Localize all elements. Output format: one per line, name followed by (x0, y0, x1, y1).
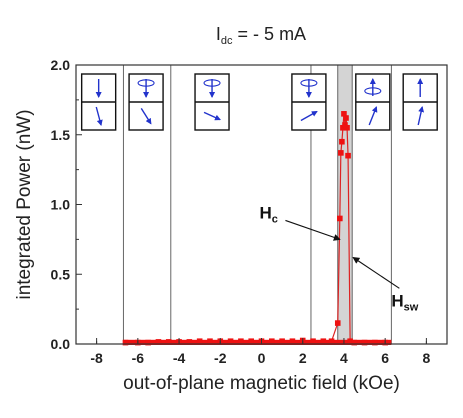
y-tick-labels: 0.0 0.5 1.0 1.5 2.0 (51, 57, 71, 352)
data-point (361, 339, 368, 346)
annotation-label: Hsw (391, 291, 418, 313)
inset (402, 73, 438, 131)
highlight-band-group (337, 65, 353, 344)
chart-title-sub: dc (221, 35, 233, 47)
data-point (345, 152, 351, 159)
chart-title-rest: = - 5 mA (233, 24, 307, 44)
magnetization-arrow-icon (95, 106, 103, 126)
ticks (76, 64, 427, 345)
magnetization-arrow-icon (203, 111, 221, 121)
inset (291, 73, 327, 131)
y-tick-label: 2.0 (51, 57, 71, 73)
magnetization-arrow-icon (300, 110, 318, 122)
y-axis-title: integrated Power (nW) (14, 109, 35, 299)
annotation-label-sub: c (272, 213, 278, 225)
data-point (248, 338, 254, 345)
data-point (227, 338, 234, 345)
inset (80, 73, 117, 131)
data-point (347, 338, 353, 345)
data-point (338, 150, 344, 156)
data-point (372, 339, 378, 346)
data-point (145, 339, 151, 346)
y-tick-label: 1.5 (51, 127, 71, 143)
x-tick-label: -6 (132, 350, 145, 366)
data-point (186, 339, 193, 345)
annotation: Hsw (352, 256, 419, 313)
x-tick-label: 0 (258, 350, 266, 366)
data-point (269, 338, 275, 345)
data-point (334, 320, 341, 326)
y-tick-label: 0.0 (51, 336, 71, 352)
data-point (207, 338, 213, 345)
data-point (279, 338, 285, 345)
annotation-label-main: H (391, 291, 403, 310)
y-tick-label: 1.0 (51, 197, 71, 213)
highlight-band (337, 65, 353, 344)
magnetization-arrow-icon (140, 107, 152, 125)
data-point (310, 338, 316, 345)
x-axis-title: out-of-plane magnetic field (kOe) (123, 373, 400, 394)
data-point (339, 138, 345, 145)
x-tick-label: -4 (173, 350, 186, 366)
annotation-label-main: H (259, 203, 271, 222)
magnetization-insets (80, 73, 438, 131)
data-point (328, 338, 335, 345)
annotation-arrow (285, 219, 341, 241)
x-tick-labels: -8 -6 -4 -2 0 2 4 6 8 (90, 350, 430, 366)
data-point (337, 215, 343, 222)
annotation-arrow (352, 256, 400, 289)
x-tick-label: 8 (422, 350, 430, 366)
magnetization-arrow-icon (417, 106, 425, 126)
data-point (289, 338, 296, 345)
annotation-label: Hc (259, 203, 277, 225)
magnetization-arrow-icon (368, 106, 378, 126)
x-tick-label: 2 (299, 350, 307, 366)
data-point (351, 339, 358, 346)
inset (355, 73, 391, 131)
data-point (238, 338, 244, 345)
y-tick-label: 0.5 (51, 266, 71, 282)
x-tick-label: -8 (90, 350, 103, 366)
data-point (343, 115, 349, 121)
data-point (344, 124, 350, 131)
chart-title: Idc = - 5 mA (216, 24, 306, 47)
chart-title-main: I (216, 24, 221, 44)
x-tick-label: 6 (381, 350, 389, 366)
inset (128, 73, 164, 131)
baseline-points-band (123, 339, 392, 345)
x-tick-label: 4 (340, 350, 348, 366)
data-point (320, 338, 327, 345)
annotation: Hc (259, 203, 341, 241)
data-point (165, 339, 172, 345)
inset (194, 73, 230, 131)
annotation-label-sub: sw (404, 301, 419, 313)
x-tick-label: -2 (214, 350, 227, 366)
data-point (196, 338, 203, 345)
data-point (122, 339, 129, 346)
data-point (341, 111, 347, 117)
data-point (155, 339, 162, 345)
